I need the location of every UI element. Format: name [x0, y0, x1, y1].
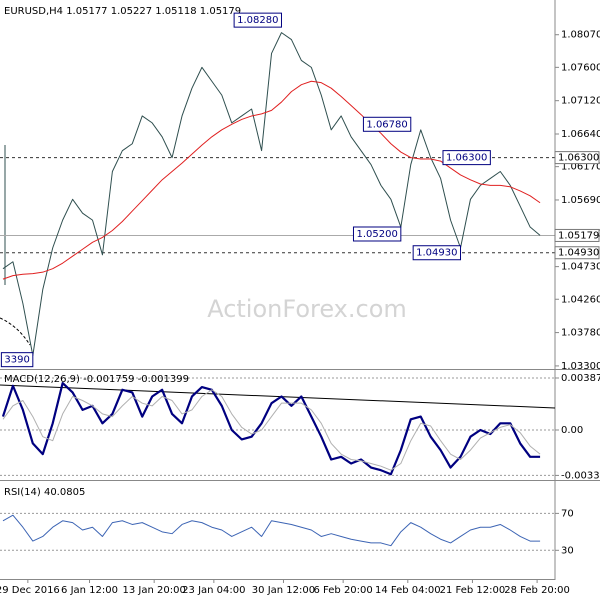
x-tick-label: 6 Jan 12:00	[61, 585, 118, 596]
x-tick-label: 13 Jan 20:00	[123, 585, 186, 596]
y-tick-label: 1.04730	[561, 262, 600, 273]
y-tick-label: 1.03300	[561, 361, 600, 372]
dashed-curve	[0, 317, 31, 346]
annotation-box	[233, 12, 282, 28]
x-tick-label: 14 Feb 04:00	[375, 585, 441, 596]
level-tag	[554, 228, 600, 242]
annotation-label: 1.06780	[366, 119, 407, 130]
series-line	[2, 389, 541, 471]
watermark: ActionForex.com	[207, 295, 407, 323]
y-tick-label: 1.08070	[561, 30, 600, 41]
annotation-box	[0, 352, 34, 368]
y-tick-label: 1.03780	[561, 328, 600, 339]
x-tick-label: 29 Dec 2016	[0, 585, 60, 596]
chart-title: EURUSD,H4 1.05177 1.05227 1.05118 1.0517…	[4, 6, 241, 17]
level-label: 1.05179	[558, 230, 599, 241]
annotation-label: 1.05200	[356, 229, 397, 240]
y-tick-label: 70	[561, 508, 574, 519]
series-line	[2, 80, 541, 280]
annotation-label: 3390	[4, 355, 29, 366]
x-tick-label: 23 Jan 04:00	[182, 585, 245, 596]
annotation-box	[412, 245, 462, 261]
level-label: 1.06300	[558, 153, 599, 164]
annotation-label: 1.08280	[237, 15, 278, 26]
annotation-box	[442, 150, 491, 166]
series-line	[2, 32, 541, 356]
x-tick-label: 6 Feb 20:00	[314, 585, 373, 596]
panel-title: MACD(12,26,9) -0.001759 -0.001399	[4, 374, 189, 385]
annotation-box	[362, 116, 412, 132]
annotation-label: 1.06300	[446, 153, 487, 164]
level-label: 1.04930	[558, 248, 599, 259]
y-tick-label: 1.05690	[561, 195, 600, 206]
level-tag	[554, 151, 600, 165]
plot-background	[0, 0, 555, 580]
level-tag	[554, 246, 600, 260]
x-tick-label: 30 Jan 12:00	[252, 585, 315, 596]
x-tick-label: 21 Feb 12:00	[440, 585, 506, 596]
y-tick-label: 0.00	[561, 425, 583, 436]
y-tick-label: 30	[561, 545, 574, 556]
y-tick-label: 1.04260	[561, 294, 600, 305]
x-tick-label: 28 Feb 20:00	[504, 585, 570, 596]
panel-title: RSI(14) 40.0805	[4, 487, 85, 498]
trend-line	[0, 384, 556, 409]
y-tick-label: 1.07120	[561, 96, 600, 107]
series-line	[2, 514, 541, 547]
annotation-label: 1.04930	[416, 248, 457, 259]
y-tick-label: 1.06640	[561, 129, 600, 140]
y-tick-label: 1.07600	[561, 62, 600, 73]
annotation-box	[352, 226, 402, 242]
y-tick-label: 1.06170	[561, 162, 600, 173]
y-tick-label: -0.003387	[561, 470, 600, 481]
y-tick-label: 0.003879	[561, 373, 600, 384]
